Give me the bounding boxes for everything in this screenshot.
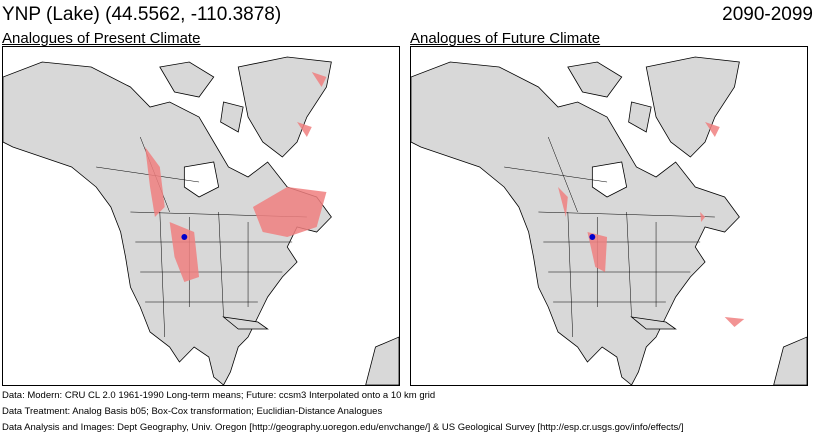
footer-treatment: Data Treatment: Analog Basis b05; Box-Co… [2,406,383,417]
footer-data: Data: Modern: CRU CL 2.0 1961-1990 Long-… [2,390,436,401]
panel-title-present: Analogues of Present Climate [2,30,201,47]
map-future-climate [410,46,808,386]
analogue-regions [558,122,745,327]
site-marker [589,234,596,240]
map-present-climate [2,46,400,386]
page-title: YNP (Lake) (44.5562, -110.3878) [2,4,282,25]
site-marker [181,234,188,240]
time-period: 2090-2099 [722,4,813,25]
footer-credits: Data Analysis and Images: Dept Geography… [2,422,684,433]
panel-title-future: Analogues of Future Climate [410,30,601,47]
analogue-regions [145,72,327,282]
